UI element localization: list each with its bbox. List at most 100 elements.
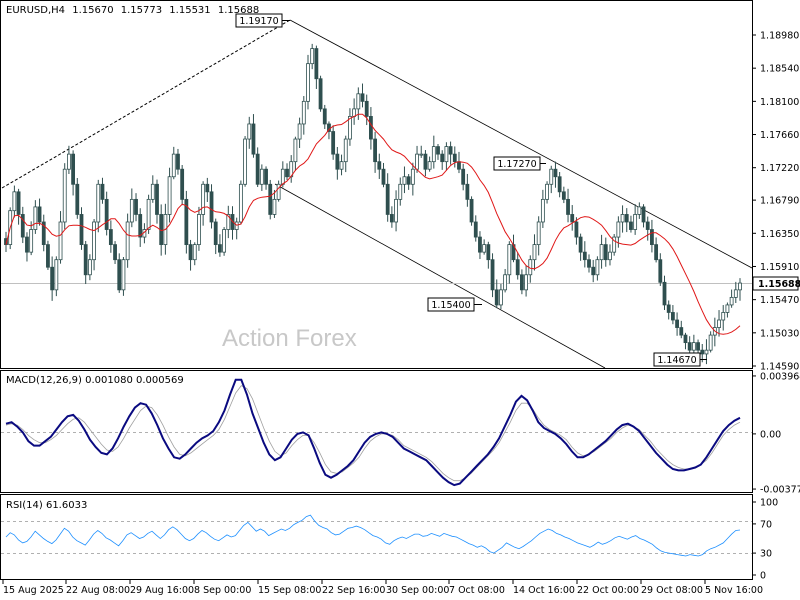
price-tick-label: 1.18100: [760, 97, 799, 108]
candle-body: [729, 296, 734, 306]
rsi-axis: 100 70 30 0: [752, 498, 778, 582]
candle-body: [29, 229, 34, 253]
rsi-line: [5, 514, 741, 557]
candle-body: [402, 176, 407, 185]
candle-body: [721, 312, 726, 321]
candle-body: [587, 259, 591, 268]
candle-body: [247, 123, 252, 140]
price-tick-label: 1.18540: [760, 64, 799, 75]
candle-body: [457, 161, 461, 170]
candle-body: [591, 266, 596, 276]
time-tick-label: 15 Aug 2025: [3, 585, 64, 596]
channel-upper-line[interactable]: [289, 19, 753, 269]
rsi-tick-label: 30: [760, 549, 772, 560]
channel-lower-line[interactable]: [274, 183, 606, 369]
candle-body: [406, 176, 411, 185]
close-value: 1.15688: [218, 5, 259, 16]
rsi-title: RSI(14) 61.6033: [6, 500, 87, 511]
annotation-low-2: 1.14670: [653, 352, 707, 367]
candle-body: [117, 259, 122, 291]
candle-body: [440, 153, 445, 163]
candle-body: [738, 282, 742, 291]
low-value: 1.15531: [169, 5, 210, 16]
macd-tick-label: -0.003774: [760, 485, 800, 496]
annotation-high-1: 1.19170: [235, 13, 290, 28]
candle-body: [75, 183, 80, 215]
candle-body: [566, 198, 570, 215]
candle-body: [482, 244, 487, 253]
candle-body: [12, 191, 17, 212]
candle-body: [201, 183, 206, 215]
candle-body: [176, 153, 180, 170]
rsi-tick-label: 100: [760, 498, 778, 509]
candle-body: [226, 214, 231, 230]
candle-body: [121, 259, 126, 291]
rsi-tick-label: 70: [760, 519, 772, 530]
candle-body: [431, 146, 436, 163]
time-tick-label: 5 Nov 16:00: [705, 585, 763, 596]
macd-title: MACD(12,26,9) 0.001080 0.000569: [6, 375, 184, 386]
price-tick-label: 1.14590: [760, 362, 799, 373]
candle-body: [650, 229, 654, 246]
candle-body: [398, 183, 403, 200]
candle-body: [675, 319, 679, 328]
candle-body: [100, 183, 105, 200]
candle-body: [272, 198, 277, 215]
candle-body: [666, 304, 671, 313]
candle-body: [633, 214, 638, 230]
candle-body: [373, 138, 377, 163]
candle-body: [188, 244, 193, 261]
candle-body: [251, 123, 256, 155]
candle-body: [167, 176, 172, 215]
candle-body: [205, 183, 210, 193]
candle-body: [708, 334, 713, 351]
candle-body: [448, 146, 453, 155]
candle-body: [415, 153, 419, 170]
candle-body: [369, 116, 373, 140]
candle-body: [603, 244, 608, 261]
candle-body: [83, 244, 88, 276]
candle-body: [595, 259, 600, 276]
candle-body: [524, 274, 528, 291]
candle-body: [16, 191, 21, 215]
candle-body: [352, 108, 357, 117]
support-trendline-dotted[interactable]: [1, 19, 291, 189]
candle-body: [213, 221, 218, 246]
candle-body: [339, 161, 344, 170]
candle-body: [360, 93, 365, 102]
candle-body: [612, 236, 617, 253]
candle-body: [293, 138, 298, 163]
candle-body: [87, 259, 92, 276]
current-price-value: 1.15688: [758, 279, 800, 290]
candle-body: [427, 161, 432, 170]
candle-body: [343, 138, 348, 163]
candle-body: [138, 214, 143, 238]
candle-body: [50, 266, 55, 291]
candle-body: [557, 176, 562, 193]
watermark: Action Forex: [222, 325, 357, 352]
candle-body: [499, 289, 503, 306]
symbol-label: EURUSD,H4: [6, 5, 65, 16]
candle-body: [691, 342, 696, 351]
candle-body: [171, 153, 176, 178]
macd-tick-label: 0.003964: [760, 371, 800, 382]
candle-body: [150, 183, 155, 200]
candle-body: [629, 221, 633, 230]
candle-body: [507, 244, 512, 276]
price-tick-label: 1.18980: [760, 31, 799, 42]
macd-tick-label: 0.00: [760, 429, 781, 440]
candle-body: [20, 214, 25, 238]
annotation-low-1: 1.15400: [427, 297, 482, 312]
price-axis: 1.18980 1.18540 1.18100 1.17660 1.17220 1.167…: [752, 31, 799, 373]
candle-body: [473, 221, 478, 238]
candle-body: [113, 244, 117, 261]
candle-body: [570, 214, 575, 223]
candle-body: [549, 168, 554, 185]
candle-body: [389, 214, 394, 223]
time-tick-label: 14 Oct 16:00: [513, 585, 575, 596]
time-tick-label: 22 Oct 00:00: [577, 585, 639, 596]
candle-body: [264, 168, 268, 185]
candle-body: [155, 183, 159, 215]
candle-body: [280, 168, 285, 185]
